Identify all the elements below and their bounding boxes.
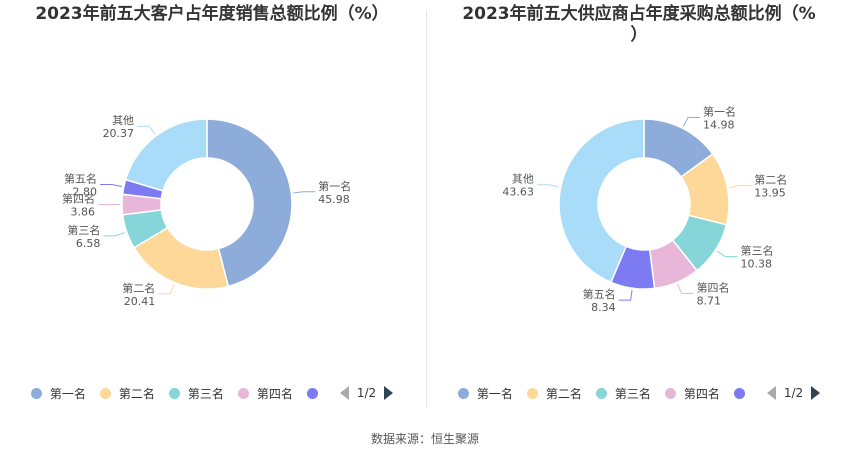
slice-label-name: 第三名 [740, 244, 773, 258]
panel-divider [426, 10, 427, 408]
legend-item[interactable] [733, 387, 753, 399]
legend-item[interactable]: 第四名 [664, 385, 720, 402]
label-leader-line [677, 284, 694, 294]
legend-label: 第一名 [49, 386, 86, 401]
legend-item[interactable]: 第一名 [30, 385, 86, 402]
legend-dot [526, 387, 538, 399]
slice-label-name: 第四名 [697, 280, 730, 294]
slice-label-value: 6.58 [76, 237, 101, 250]
slice-label-value: 8.71 [697, 294, 722, 307]
slice-label-name: 其他 [512, 173, 534, 186]
slice-label-value: 10.38 [740, 258, 772, 271]
legend-label: 第一名 [476, 386, 513, 401]
slice-label-name: 第二名 [122, 281, 155, 295]
label-leader-line [99, 183, 122, 187]
pager-next-icon[interactable] [384, 386, 394, 400]
pager-prev-icon[interactable] [766, 386, 776, 400]
label-leader-line [137, 125, 156, 135]
slice-label-name: 其他 [112, 114, 134, 127]
slice-label-name: 第三名 [67, 223, 100, 237]
label-leader-line [103, 232, 125, 237]
chart-title: 2023年前五大供应商占年度采购总额比例（% ） [462, 4, 816, 45]
slice-label-value: 43.63 [502, 186, 534, 199]
slice-label-value: 14.98 [703, 119, 735, 132]
legend-dot [595, 387, 607, 399]
data-source: 数据来源：恒生聚源 [370, 432, 479, 446]
slice-label-value: 13.95 [754, 187, 786, 200]
legend-item[interactable]: 第二名 [99, 385, 155, 402]
chart-legend: 第一名 第二名 第三名 第四名 1/2 [428, 383, 850, 403]
slice-label-value: 8.34 [591, 301, 616, 314]
slice-label-name: 第二名 [754, 173, 787, 187]
slice-label-name: 第五名 [583, 287, 616, 301]
slice-label-name: 第四名 [62, 192, 95, 206]
slice-label-name: 第一名 [703, 105, 736, 119]
slice-label-value: 3.86 [71, 206, 96, 219]
donut-slice[interactable] [206, 118, 293, 288]
customer-chart-panel: 2023年前五大客户占年度销售总额比例（%） 第一名 45.98 第二名 20.41 第… [0, 0, 424, 410]
legend-label: 第二名 [118, 386, 155, 401]
legend-dot [664, 387, 676, 399]
slice-label-value: 20.41 [124, 295, 156, 308]
slice-label-value: 45.98 [318, 193, 350, 206]
legend-dot [306, 387, 318, 399]
legend-label: 第三名 [614, 386, 651, 401]
legend-dot [168, 387, 180, 399]
slice-label-name: 第五名 [64, 171, 97, 185]
legend-item[interactable]: 第三名 [595, 385, 651, 402]
legend-dot [30, 387, 42, 399]
legend-label: 第四名 [256, 386, 293, 401]
legend-item[interactable]: 第四名 [237, 385, 293, 402]
legend-item[interactable]: 第一名 [457, 385, 513, 402]
pager-text: 1/2 [356, 386, 377, 400]
chart-title: 2023年前五大客户占年度销售总额比例（%） [35, 4, 389, 24]
legend-dot [99, 387, 111, 399]
label-leader-line [536, 184, 559, 188]
chart-legend: 第一名 第二名 第三名 第四名 1/2 [0, 383, 424, 403]
label-leader-line [158, 284, 175, 295]
legend-label: 第四名 [683, 386, 720, 401]
label-leader-line [683, 117, 700, 127]
donut-slice[interactable] [124, 118, 208, 192]
slice-label-value: 2.80 [72, 185, 97, 198]
label-leader-line [729, 185, 752, 188]
legend-item[interactable] [306, 387, 326, 399]
legend-label: 第三名 [187, 386, 224, 401]
label-leader-line [293, 191, 316, 194]
legend-item[interactable]: 第二名 [526, 385, 582, 402]
legend-dot [457, 387, 469, 399]
legend-dot [733, 387, 745, 399]
label-leader-line [716, 250, 738, 258]
slice-label-value: 20.37 [103, 127, 135, 140]
legend-pager: 1/2 [766, 386, 821, 400]
pager-text: 1/2 [783, 386, 804, 400]
legend-pager: 1/2 [339, 386, 394, 400]
pager-prev-icon[interactable] [339, 386, 349, 400]
legend-dot [237, 387, 249, 399]
supplier-chart-panel: 2023年前五大供应商占年度采购总额比例（% ） 第一名 14.98 第二名 13.9… [428, 0, 850, 410]
slice-label-name: 第一名 [318, 179, 351, 193]
donut-slice[interactable] [558, 118, 645, 284]
label-leader-line [618, 290, 633, 301]
legend-item[interactable]: 第三名 [168, 385, 224, 402]
legend-label: 第二名 [545, 386, 582, 401]
pager-next-icon[interactable] [811, 386, 821, 400]
